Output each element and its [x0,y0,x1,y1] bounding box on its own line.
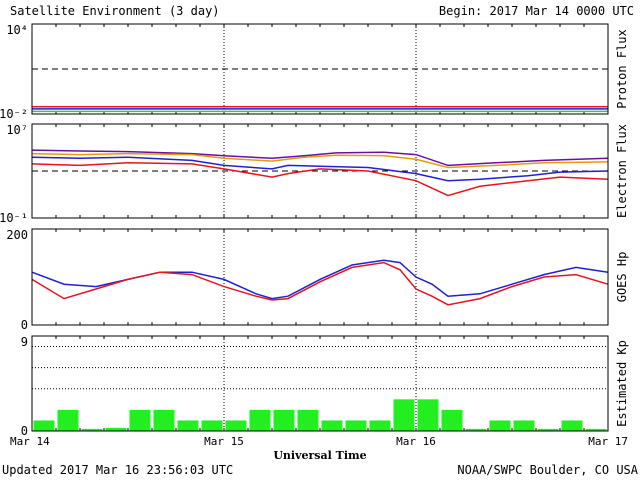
kp-bar [153,409,175,431]
kp-bar [105,427,127,431]
y-axis-label: Estimated Kp [615,340,629,427]
kp-bar [465,428,487,431]
y-tick-label-top: 200 [6,228,28,242]
x-axis-label: Universal Time [273,449,366,462]
begin-time: Begin: 2017 Mar 14 0000 UTC [439,4,634,18]
kp-bar [57,409,79,431]
y-tick-label-bottom: 0 [21,318,28,332]
x-tick-label: Mar 16 [396,435,436,448]
panel-frame [31,23,609,115]
panel-3: 9 0 Estimated Kp [21,335,629,438]
panel-frame [31,228,609,326]
kp-bar [177,420,199,431]
kp-bar [489,420,511,431]
y-tick-label-top: 10⁷ [6,123,28,137]
x-tick-label: Mar 14 [10,435,50,448]
y-axis-label: Proton Flux [615,29,629,108]
y-tick-label-top: 10⁴ [6,23,28,37]
panel-frame [31,335,609,432]
x-tick-label: Mar 17 [588,435,628,448]
series-purple-line [31,149,609,167]
kp-bar [321,420,343,431]
kp-bar [585,428,607,431]
kp-bar [369,420,391,431]
panel-0: 10⁴ 10⁻² Proton Flux [0,23,629,121]
series-red-line [31,261,609,306]
y-axis-label: Electron Flux [615,124,629,218]
y-tick-label-bottom: 0 [21,424,28,438]
kp-bar [201,420,223,431]
series-blue-line [31,156,609,182]
kp-bar [33,420,55,431]
kp-bar [537,428,559,431]
series-blue-line [31,259,609,300]
series-orange-line [31,152,609,169]
series-red-line [31,162,609,197]
kp-bar [441,409,463,431]
panel-frame [31,123,609,219]
kp-bar [393,399,415,431]
updated-time: Updated 2017 Mar 16 23:56:03 UTC [2,463,233,477]
kp-bar [249,409,271,431]
y-tick-label-bottom: 10⁻¹ [0,211,28,225]
panels: 10⁴ 10⁻² Proton Flux 10⁷ 10⁻¹ Electron Flux 20… [0,23,629,448]
kp-bar [297,409,319,431]
kp-bar [81,428,103,431]
kp-bar [513,420,535,431]
panel-1: 10⁷ 10⁻¹ Electron Flux [0,123,629,225]
x-tick-label: Mar 15 [204,435,244,448]
y-axis-label: GOES Hp [615,252,629,303]
y-tick-label-bottom: 10⁻² [0,107,28,121]
kp-bar [129,409,151,431]
kp-bar [345,420,367,431]
chart-title: Satellite Environment (3 day) [10,4,220,18]
kp-bar [417,399,439,431]
kp-bar [273,409,295,431]
kp-bar [561,420,583,431]
panel-2: 200 0 GOES Hp [6,228,629,332]
kp-bar [225,420,247,431]
credit-text: NOAA/SWPC Boulder, CO USA [457,463,638,477]
y-tick-label-top: 9 [21,335,28,349]
